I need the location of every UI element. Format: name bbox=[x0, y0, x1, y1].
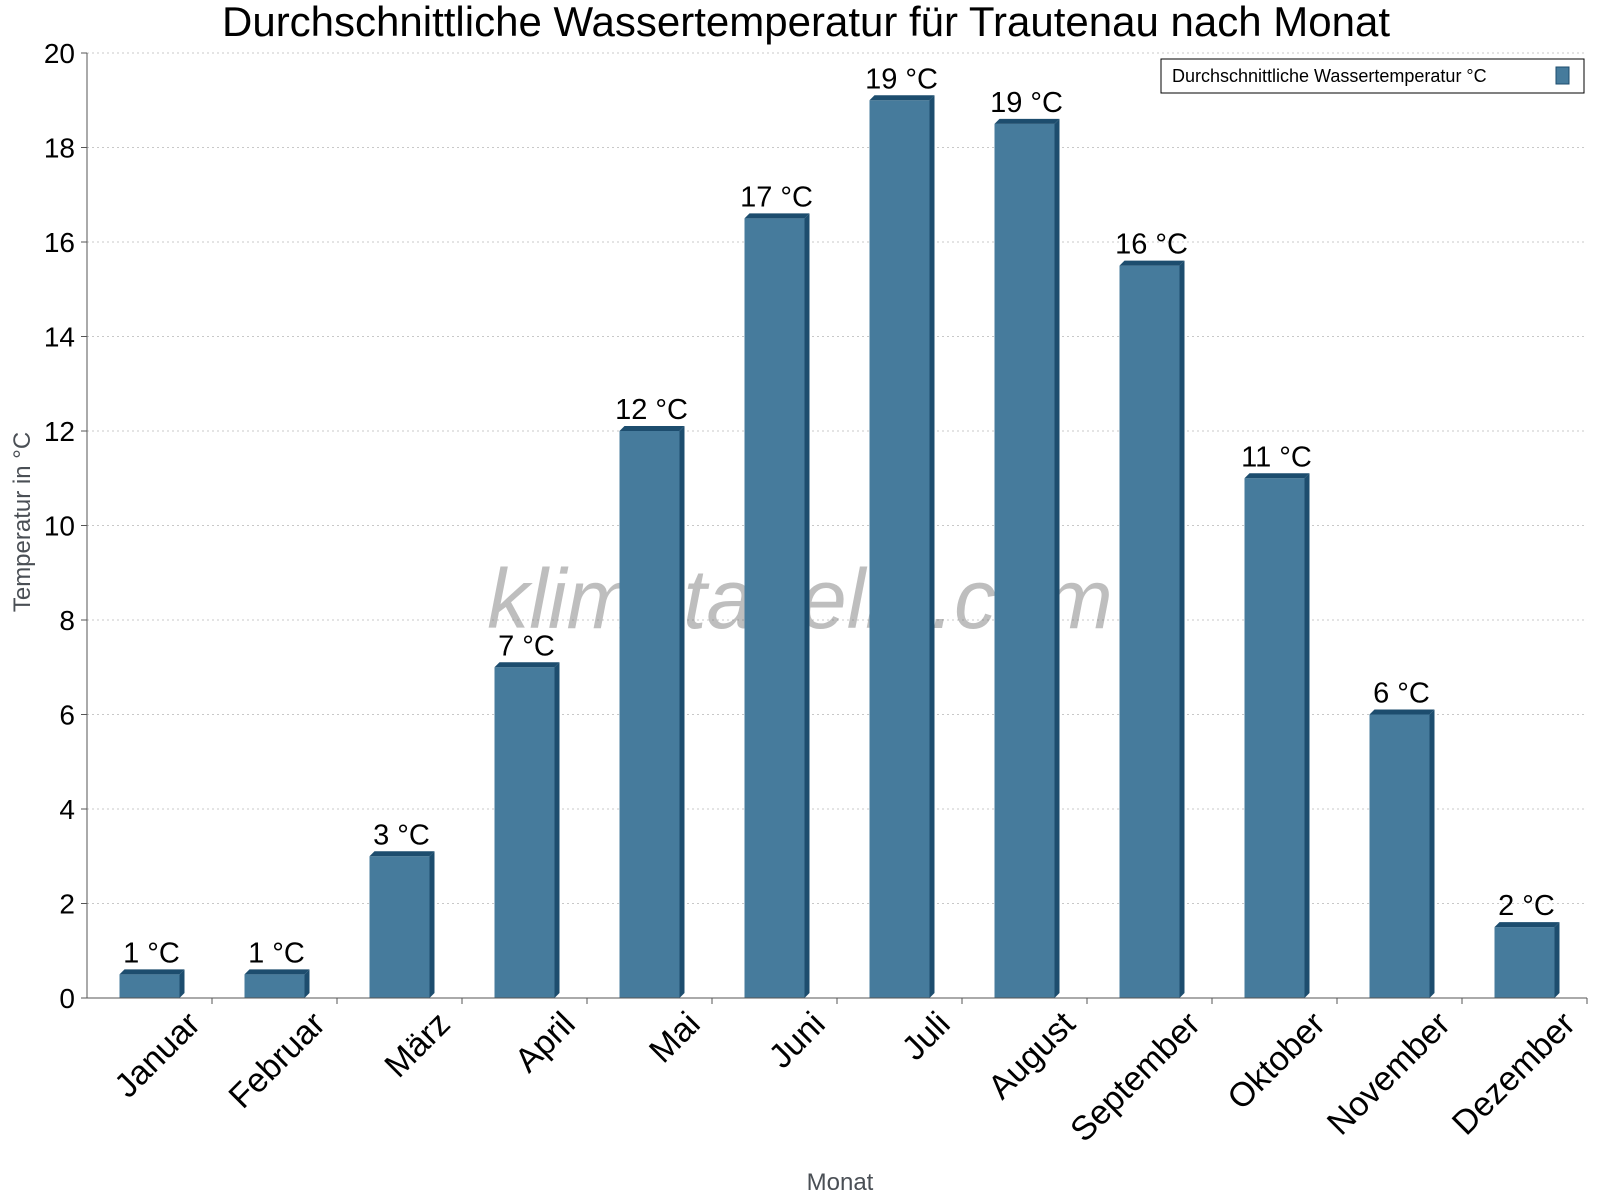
x-tick-label: September bbox=[1063, 1005, 1207, 1149]
data-label: 16 °C bbox=[1115, 229, 1188, 261]
legend: Durchschnittliche Wassertemperatur °C bbox=[1160, 58, 1585, 94]
bar-side bbox=[554, 662, 560, 998]
data-label: 7 °C bbox=[498, 630, 555, 662]
bar-side bbox=[429, 851, 435, 998]
bar-top bbox=[369, 851, 435, 857]
bar-november bbox=[1369, 709, 1435, 998]
bar-side bbox=[1304, 473, 1310, 998]
bar-front bbox=[369, 856, 430, 998]
bar-front bbox=[1244, 478, 1305, 998]
bar-top bbox=[494, 662, 560, 668]
bar-side bbox=[179, 969, 185, 998]
bar-april bbox=[494, 662, 560, 998]
y-tick-label: 2 bbox=[59, 889, 75, 920]
x-tick-label: Dezember bbox=[1445, 1005, 1583, 1143]
x-tick-labels: Januar Februar März April Mai Juni Juli AugustS… bbox=[107, 1004, 1582, 1149]
bar-front bbox=[869, 100, 930, 998]
data-label: 1 °C bbox=[248, 937, 305, 969]
bar-side bbox=[804, 213, 810, 998]
bar-top bbox=[1494, 922, 1560, 928]
y-tick-label: 16 bbox=[44, 227, 75, 258]
y-tick-label: 6 bbox=[59, 700, 75, 731]
bar-front bbox=[994, 123, 1055, 998]
bar-top bbox=[744, 213, 810, 219]
y-tick-label: 12 bbox=[44, 416, 75, 447]
x-tick-label: Februar bbox=[222, 1005, 333, 1116]
bar-front bbox=[244, 974, 305, 998]
data-label: 12 °C bbox=[615, 394, 688, 426]
bar-top bbox=[619, 426, 685, 431]
data-label: 11 °C bbox=[1241, 441, 1312, 473]
bar-märz bbox=[369, 851, 435, 998]
data-label: 3 °C bbox=[373, 819, 430, 851]
bar-front bbox=[619, 431, 680, 998]
bar-side bbox=[1429, 709, 1435, 998]
y-tick-label: 8 bbox=[59, 605, 75, 636]
x-tick-label: Juni bbox=[762, 1005, 833, 1076]
grid-lines bbox=[87, 52, 1587, 904]
data-label: 6 °C bbox=[1373, 678, 1430, 710]
legend-box bbox=[1160, 58, 1585, 94]
y-tick-label: 18 bbox=[44, 133, 75, 164]
bar-top bbox=[1369, 709, 1435, 715]
bar-januar bbox=[119, 969, 185, 998]
bar-september bbox=[1119, 260, 1185, 998]
bar-juni bbox=[744, 213, 810, 998]
bar-front bbox=[119, 974, 180, 998]
bar-top bbox=[1119, 260, 1185, 266]
x-tick-label: März bbox=[377, 1005, 457, 1085]
legend-label: Durchschnittliche Wassertemperatur °C bbox=[1172, 66, 1487, 86]
bar-front bbox=[494, 667, 555, 998]
bar-front bbox=[1369, 714, 1430, 998]
bar-side bbox=[929, 95, 935, 998]
y-tick-label: 20 bbox=[44, 38, 75, 69]
bar-oktober bbox=[1244, 473, 1310, 998]
data-label: 17 °C bbox=[740, 181, 813, 213]
bars bbox=[119, 95, 1560, 998]
x-tick-label: April bbox=[508, 1005, 583, 1080]
bar-top bbox=[994, 118, 1060, 124]
x-tick-label: Januar bbox=[107, 1005, 207, 1105]
bar-side bbox=[679, 426, 685, 998]
y-tick-label: 14 bbox=[44, 322, 75, 353]
data-label: 19 °C bbox=[865, 63, 938, 95]
data-label: 1 °C bbox=[123, 937, 180, 969]
bar-juli bbox=[869, 95, 935, 998]
y-tick-label: 0 bbox=[59, 983, 75, 1014]
bar-top bbox=[1244, 473, 1310, 479]
chart-title: Durchschnittliche Wassertemperatur für T… bbox=[222, 0, 1390, 45]
data-label: 2 °C bbox=[1498, 890, 1555, 922]
bar-top bbox=[244, 969, 310, 975]
x-tick-label: August bbox=[981, 1004, 1083, 1106]
x-tick-label: Mai bbox=[642, 1005, 708, 1071]
bar-august bbox=[994, 118, 1060, 998]
bar-top bbox=[869, 95, 935, 101]
y-axis-label: Temperatur in °C bbox=[9, 432, 36, 612]
bar-side bbox=[1054, 118, 1060, 998]
x-tick-label: Juli bbox=[895, 1005, 958, 1068]
x-tick-label: Oktober bbox=[1220, 1005, 1332, 1117]
bar-front bbox=[744, 218, 805, 998]
legend-swatch bbox=[1555, 66, 1570, 85]
bar-side bbox=[1554, 922, 1560, 998]
bar-side bbox=[304, 969, 310, 998]
bar-front bbox=[1119, 265, 1180, 998]
x-axis-label: Monat bbox=[807, 1169, 874, 1196]
x-tick-label: November bbox=[1320, 1005, 1458, 1143]
y-tick-labels: 0 2 4 6 8 10 12 14 16 18 20 bbox=[44, 38, 75, 1014]
bar-front bbox=[1494, 927, 1555, 998]
bar-februar bbox=[244, 969, 310, 998]
bar-side bbox=[1179, 260, 1185, 998]
y-tick-label: 10 bbox=[44, 511, 75, 542]
data-labels: 1 °C 1 °C 3 °C 7 °C 12 °C 17 °C 19 °C 19 °C 16 °… bbox=[123, 63, 1555, 969]
y-tick-label: 4 bbox=[59, 794, 75, 825]
bar-top bbox=[119, 969, 185, 975]
data-label: 19 °C bbox=[990, 87, 1063, 119]
axes bbox=[81, 52, 1588, 1004]
bar-dezember bbox=[1494, 922, 1560, 998]
bar-mai bbox=[619, 426, 685, 998]
